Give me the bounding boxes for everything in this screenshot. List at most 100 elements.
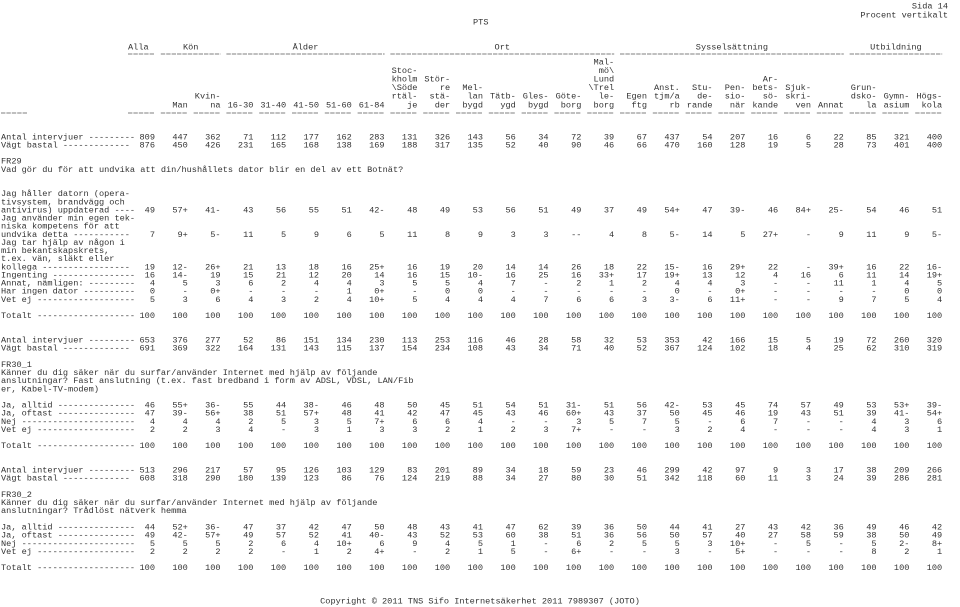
total-value: 100 <box>435 441 450 451</box>
cell-value: 5 <box>183 279 188 289</box>
base-value: 321 <box>894 132 909 142</box>
cell-value: - <box>773 539 778 549</box>
cell-value: 9 <box>839 295 844 305</box>
base-value: 470 <box>664 140 679 150</box>
column-header: 16-30 <box>228 100 254 110</box>
total-value: 100 <box>468 311 483 321</box>
total-value: 100 <box>894 311 909 321</box>
cell-value: 4 <box>248 295 253 305</box>
base-value: 281 <box>927 474 942 484</box>
total-value: 100 <box>927 441 942 451</box>
total-value: 100 <box>599 311 614 321</box>
base-value: 28 <box>833 140 843 150</box>
cell-value: - <box>576 287 581 297</box>
column-header: 51-60 <box>326 100 352 110</box>
cell-value: 3 <box>904 425 909 435</box>
cell-value: - <box>839 539 844 549</box>
cell-value: 14 <box>899 270 909 280</box>
cell-value: - <box>806 425 811 435</box>
cell-value: 7+ <box>571 425 581 435</box>
column-header: ftg <box>632 100 647 110</box>
cell-value: 55+ <box>172 401 187 411</box>
base-value: 60 <box>735 474 745 484</box>
cell-value: 29+ <box>730 262 745 272</box>
cell-value: - <box>543 417 548 427</box>
base-value: 367 <box>664 344 679 354</box>
row-label: Jag tar hjälp av någon i <box>1 238 125 248</box>
cell-value: 60+ <box>566 409 581 419</box>
cell-value: 47 <box>505 523 515 533</box>
cell-value: 0 <box>937 287 942 297</box>
column-header: dsko- <box>851 92 877 102</box>
cell-value: 49 <box>833 401 843 411</box>
cell-value: 3 <box>740 279 745 289</box>
base-value: 166 <box>730 336 745 346</box>
base-value: 5 <box>806 140 811 150</box>
base-value: 376 <box>172 336 187 346</box>
cell-value: 51 <box>833 409 843 419</box>
row-label: min bekantskapskrets, <box>1 246 109 256</box>
base-value: 143 <box>304 344 319 354</box>
cell-value: 47 <box>243 523 253 533</box>
cell-value: 5 <box>609 417 614 427</box>
cell-value: 57 <box>276 531 286 541</box>
cell-value: 1 <box>478 547 483 557</box>
column-header: borg <box>561 100 582 110</box>
cell-value: 4 <box>478 417 483 427</box>
cell-value: 47 <box>440 409 450 419</box>
base-value: 16 <box>768 132 778 142</box>
cell-value: 14 <box>374 270 384 280</box>
base-value: 299 <box>664 466 679 476</box>
cell-value: 38 <box>243 409 253 419</box>
base-value: 3 <box>806 474 811 484</box>
cell-value: 16 <box>407 262 417 272</box>
base-value: 6 <box>806 132 811 142</box>
total-value: 100 <box>140 311 155 321</box>
row-label: Jag håller datorn (opera- <box>1 189 130 199</box>
column-header: Tätb- <box>490 92 516 102</box>
base-value: 97 <box>735 466 745 476</box>
cell-value: 19 <box>440 262 450 272</box>
base-value: 131 <box>271 344 286 354</box>
base-value: 151 <box>304 336 319 346</box>
column-header: der <box>435 100 450 110</box>
cell-value: 4 <box>871 425 876 435</box>
column-header: asium <box>884 100 910 110</box>
base-value: 231 <box>238 140 253 150</box>
cell-value: 12 <box>309 270 319 280</box>
cell-value: 0 <box>904 287 909 297</box>
cell-value: 3 <box>281 295 286 305</box>
cell-value: 56 <box>505 205 515 215</box>
base-value: 124 <box>697 344 712 354</box>
base-value: 876 <box>140 140 155 150</box>
base-value: 11 <box>768 474 778 484</box>
cell-value: 54+ <box>927 409 942 419</box>
page-number: Sida 14 <box>912 1 948 11</box>
cell-value: - <box>707 287 712 297</box>
column-header: Högs- <box>916 92 942 102</box>
cell-value: - <box>642 287 647 297</box>
base-value: 83 <box>407 466 417 476</box>
cell-value: 5 <box>478 539 483 549</box>
cell-value: 16 <box>866 262 876 272</box>
total-value: 100 <box>632 441 647 451</box>
cell-value: 38 <box>538 531 548 541</box>
total-value: 100 <box>468 441 483 451</box>
cell-value: 3 <box>707 539 712 549</box>
base-value: 25 <box>833 344 843 354</box>
column-header: 61-84 <box>359 100 385 110</box>
cell-value: 48 <box>407 523 417 533</box>
percent-mode: Procent vertikalt <box>860 10 948 20</box>
total-value: 100 <box>500 563 515 573</box>
base-value: 52 <box>637 344 647 354</box>
base-value: 116 <box>468 336 483 346</box>
total-value: 100 <box>632 563 647 573</box>
cell-value: 7+ <box>374 417 384 427</box>
column-header: Göte- <box>556 92 582 102</box>
cell-value: 5 <box>675 417 680 427</box>
base-value: 46 <box>637 466 647 476</box>
base-value: 95 <box>276 466 286 476</box>
cell-value: 51 <box>538 205 548 215</box>
base-value: 57 <box>243 466 253 476</box>
cell-value: 37 <box>637 409 647 419</box>
